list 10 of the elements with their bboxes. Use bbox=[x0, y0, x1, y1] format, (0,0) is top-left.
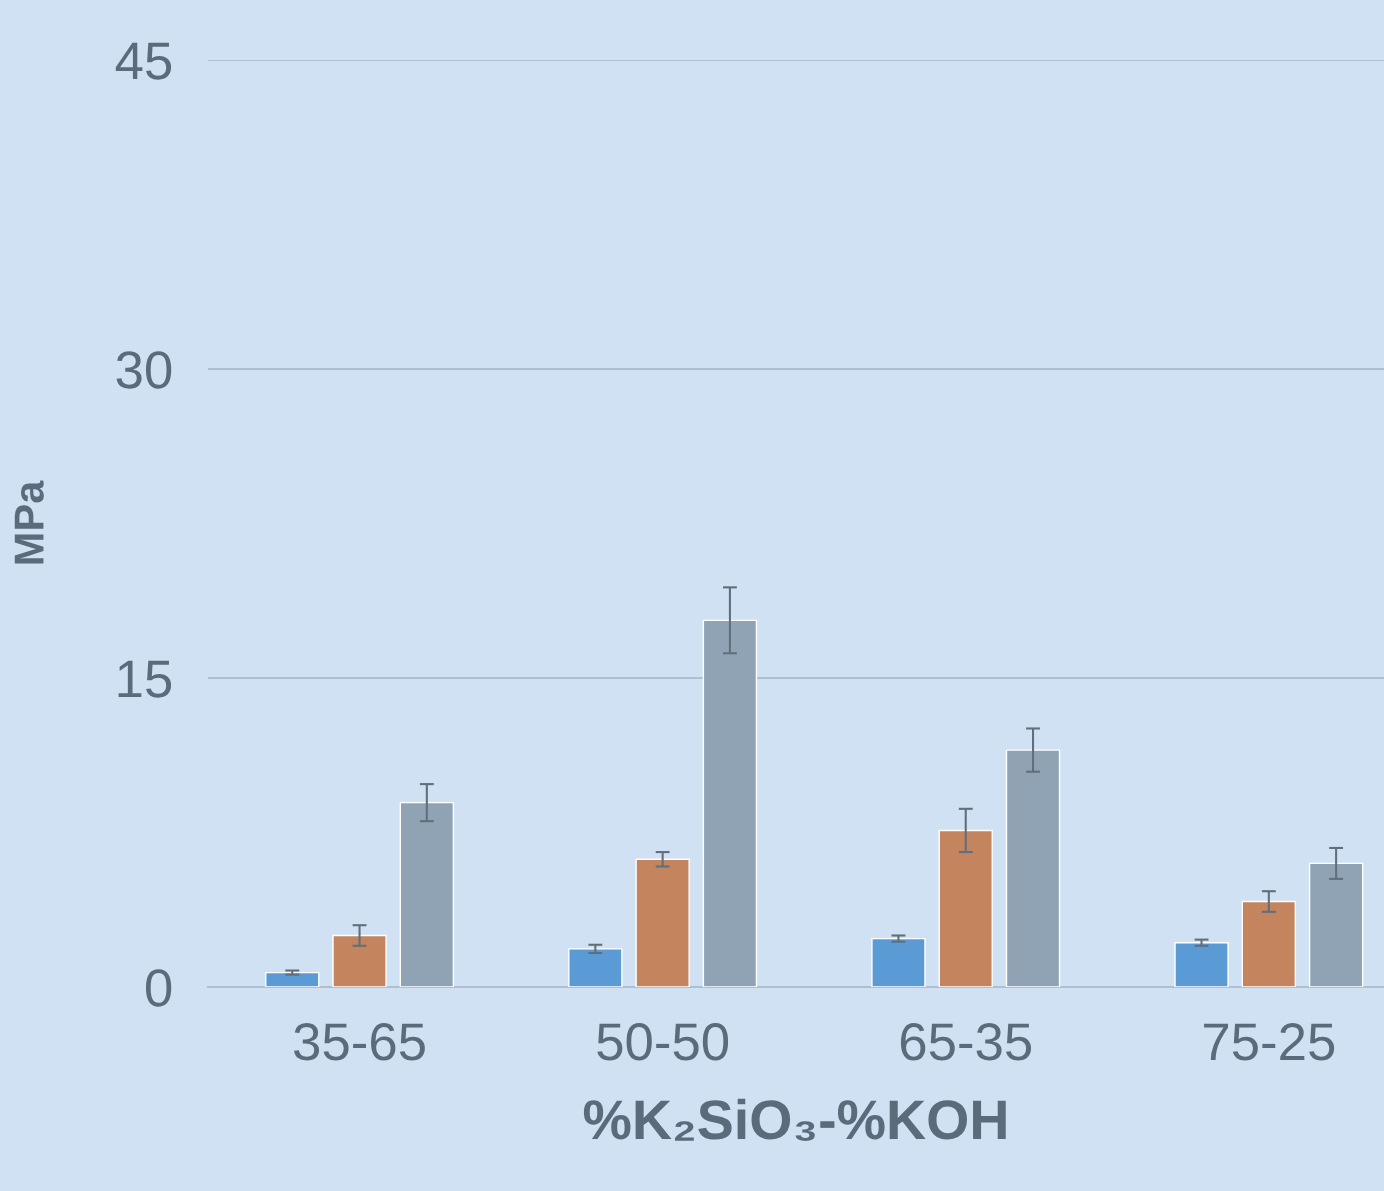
x-tick-label: 65-35 bbox=[900, 1023, 1032, 1061]
x-tick-label: 35-65 bbox=[294, 1023, 425, 1061]
x-tick-label: 75-25 bbox=[1204, 1023, 1335, 1061]
y-tick-label: 0 bbox=[145, 969, 172, 1007]
x-axis-title: %K₂SiO₃-%KOH bbox=[583, 1098, 1006, 1142]
y-axis-title: MPa bbox=[14, 480, 44, 564]
y-tick-label: 15 bbox=[118, 660, 172, 698]
y-tick-label: 30 bbox=[116, 351, 172, 389]
x-tick-label: 50-50 bbox=[597, 1023, 729, 1061]
y-tick-label: 45 bbox=[115, 42, 172, 80]
